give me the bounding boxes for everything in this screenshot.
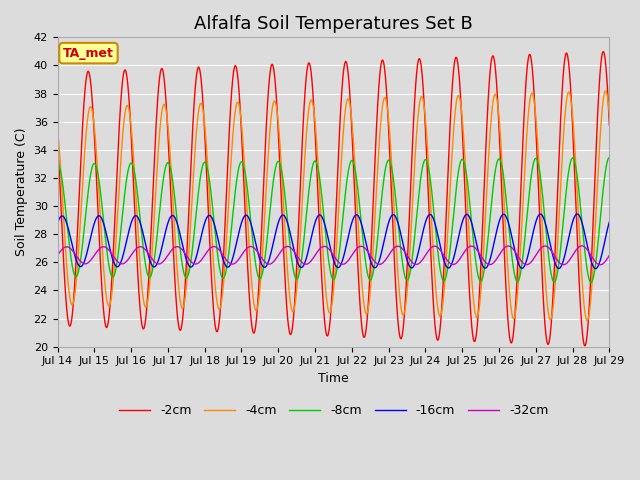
X-axis label: Time: Time	[318, 372, 349, 385]
-8cm	[468, 223, 476, 228]
-4cm	[583, 318, 591, 324]
-16cm	[228, 256, 236, 262]
Line: -8cm: -8cm	[58, 157, 609, 283]
-2cm	[439, 290, 447, 296]
-8cm	[439, 276, 447, 282]
-8cm	[605, 155, 613, 160]
-4cm	[438, 304, 446, 310]
-32cm	[403, 252, 411, 258]
-8cm	[509, 261, 516, 266]
-32cm	[468, 243, 476, 249]
-16cm	[573, 211, 581, 217]
Line: -16cm: -16cm	[58, 214, 609, 269]
-2cm	[600, 49, 607, 55]
-32cm	[596, 262, 604, 268]
Line: -32cm: -32cm	[58, 246, 609, 265]
-4cm	[403, 288, 411, 294]
-32cm	[509, 246, 516, 252]
-2cm	[605, 122, 613, 128]
-16cm	[439, 253, 447, 259]
-2cm	[438, 294, 446, 300]
-2cm	[54, 133, 61, 139]
-2cm	[468, 325, 476, 331]
-32cm	[439, 251, 447, 256]
-16cm	[438, 252, 446, 258]
-2cm	[228, 78, 236, 84]
-4cm	[228, 136, 236, 142]
Text: TA_met: TA_met	[63, 47, 114, 60]
-4cm	[468, 278, 476, 284]
-2cm	[403, 264, 411, 269]
-32cm	[54, 252, 61, 258]
-16cm	[468, 221, 476, 227]
-16cm	[54, 220, 61, 226]
-32cm	[228, 261, 236, 267]
-32cm	[605, 252, 613, 258]
-16cm	[592, 266, 600, 272]
-2cm	[581, 343, 589, 348]
-4cm	[54, 125, 61, 131]
-8cm	[403, 277, 411, 283]
-32cm	[438, 250, 446, 256]
-8cm	[228, 215, 236, 220]
-4cm	[605, 112, 613, 118]
-2cm	[509, 336, 516, 341]
-4cm	[602, 88, 609, 94]
-8cm	[587, 280, 595, 286]
-4cm	[439, 302, 447, 308]
Line: -2cm: -2cm	[58, 52, 609, 346]
-16cm	[403, 258, 411, 264]
-8cm	[438, 276, 446, 282]
Line: -4cm: -4cm	[58, 91, 609, 321]
-4cm	[509, 314, 516, 320]
Legend: -2cm, -4cm, -8cm, -16cm, -32cm: -2cm, -4cm, -8cm, -16cm, -32cm	[114, 399, 553, 422]
Y-axis label: Soil Temperature (C): Soil Temperature (C)	[15, 128, 28, 256]
-32cm	[578, 243, 586, 249]
-8cm	[54, 161, 61, 167]
-16cm	[605, 219, 613, 225]
-16cm	[509, 238, 516, 244]
Title: Alfalfa Soil Temperatures Set B: Alfalfa Soil Temperatures Set B	[194, 15, 473, 33]
